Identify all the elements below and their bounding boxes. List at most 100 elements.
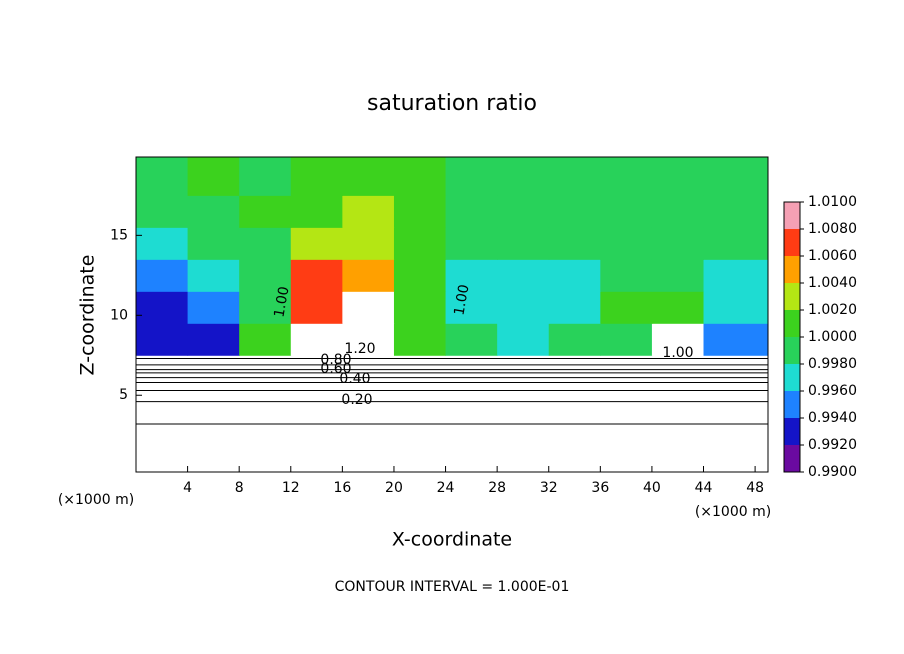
field-cell xyxy=(600,291,653,324)
colorbar-tick-label: 1.0060 xyxy=(808,248,857,264)
field-cell xyxy=(342,323,395,356)
field-cell xyxy=(497,323,550,356)
field-cell xyxy=(290,157,343,196)
field-cell xyxy=(290,195,343,228)
y-tick-label: 10 xyxy=(110,307,128,323)
field-cell xyxy=(445,157,498,196)
field-cell xyxy=(651,195,705,228)
chart-title: saturation ratio xyxy=(367,91,537,116)
field-cell xyxy=(342,227,395,260)
field-cell xyxy=(239,157,292,196)
field-cell xyxy=(187,291,240,324)
field-cell xyxy=(548,323,601,356)
x-tick-label: 24 xyxy=(437,480,455,496)
colorbar-tick-label: 1.0000 xyxy=(808,329,857,345)
colorbar-tick-label: 0.9960 xyxy=(808,383,857,399)
contour-label: 1.20 xyxy=(344,341,375,357)
field-cell xyxy=(600,157,653,196)
field-cell xyxy=(651,157,705,196)
field-cell xyxy=(239,259,292,292)
x-tick-label: 16 xyxy=(333,480,351,496)
colorbar-band xyxy=(784,256,800,283)
field-cell xyxy=(393,227,447,260)
field-cell xyxy=(703,259,769,292)
field-cell xyxy=(187,195,240,228)
x-tick-label: 36 xyxy=(591,480,609,496)
contour-label: 1.00 xyxy=(662,345,693,361)
colorbar-tick-label: 1.0100 xyxy=(808,194,857,210)
colorbar-tick-label: 0.9900 xyxy=(808,464,857,480)
field-cell xyxy=(239,291,292,324)
field-cell xyxy=(445,195,498,228)
field-cell xyxy=(342,157,395,196)
x-tick-label: 48 xyxy=(746,480,764,496)
contour-label: 0.80 xyxy=(320,352,351,368)
field-cell xyxy=(651,259,705,292)
x-tick-label: 4 xyxy=(183,480,192,496)
field-cell xyxy=(187,323,240,356)
field-cell xyxy=(290,259,343,292)
field-cell xyxy=(239,195,292,228)
y-tick-label: 5 xyxy=(119,387,128,403)
colorbar-tick-label: 1.0020 xyxy=(808,302,857,318)
footer: CONTOUR INTERVAL = 1.000E-01 xyxy=(335,579,570,595)
field-cell xyxy=(548,195,601,228)
x-tick-label: 44 xyxy=(695,480,713,496)
field-cell xyxy=(393,291,447,324)
colorbar-tick-label: 1.0040 xyxy=(808,275,857,291)
field-cell xyxy=(136,291,189,324)
field-cell xyxy=(651,323,705,356)
field-cell xyxy=(600,227,653,260)
field-cell xyxy=(445,227,498,260)
field-cell xyxy=(600,323,653,356)
field-cell xyxy=(393,259,447,292)
field-cell xyxy=(290,291,343,324)
field-cell xyxy=(290,323,343,356)
field-cell xyxy=(600,259,653,292)
field-cell xyxy=(445,291,498,324)
field-cell xyxy=(651,227,705,260)
field-cell xyxy=(497,291,550,324)
field-cell xyxy=(497,157,550,196)
plot-frame xyxy=(135,156,769,473)
x-tick-label: 40 xyxy=(643,480,661,496)
field-cell xyxy=(548,291,601,324)
contour-label: 1.00 xyxy=(451,283,472,316)
colorbar-tick-label: 0.9980 xyxy=(808,356,857,372)
field-cell xyxy=(497,195,550,228)
colorbar-band xyxy=(784,202,800,229)
colorbar-band xyxy=(784,364,800,391)
colorbar-tick-label: 0.9920 xyxy=(808,437,857,453)
field-cell xyxy=(136,195,189,228)
field-cell xyxy=(600,195,653,228)
field-cell xyxy=(548,157,601,196)
field-cell xyxy=(497,259,550,292)
field-cell xyxy=(703,157,769,196)
x-unit-label: (×1000 m) xyxy=(695,504,771,520)
field-cell xyxy=(136,157,189,196)
contour-label: 0.40 xyxy=(339,371,370,387)
field-cell xyxy=(497,227,550,260)
colorbar-band xyxy=(784,283,800,310)
contour-label: 1.00 xyxy=(271,285,292,318)
x-axis-label: X-coordinate xyxy=(392,529,512,551)
field-cell xyxy=(703,195,769,228)
x-tick-label: 8 xyxy=(235,480,244,496)
field-cell xyxy=(136,323,189,356)
field-cell xyxy=(187,157,240,196)
field-cell xyxy=(342,195,395,228)
field-cell xyxy=(290,227,343,260)
field-cell xyxy=(548,259,601,292)
colorbar-band xyxy=(784,229,800,256)
contour-label: 0.20 xyxy=(341,392,372,408)
field-cell xyxy=(187,227,240,260)
field-cell xyxy=(703,291,769,324)
field-cell xyxy=(703,323,769,356)
y-axis-label: Z-coordinate xyxy=(77,255,99,376)
field-cell xyxy=(651,291,705,324)
field-cell xyxy=(703,227,769,260)
x-unit-label: (×1000 m) xyxy=(58,492,134,508)
field-cell xyxy=(239,227,292,260)
colorbar-band xyxy=(784,418,800,445)
